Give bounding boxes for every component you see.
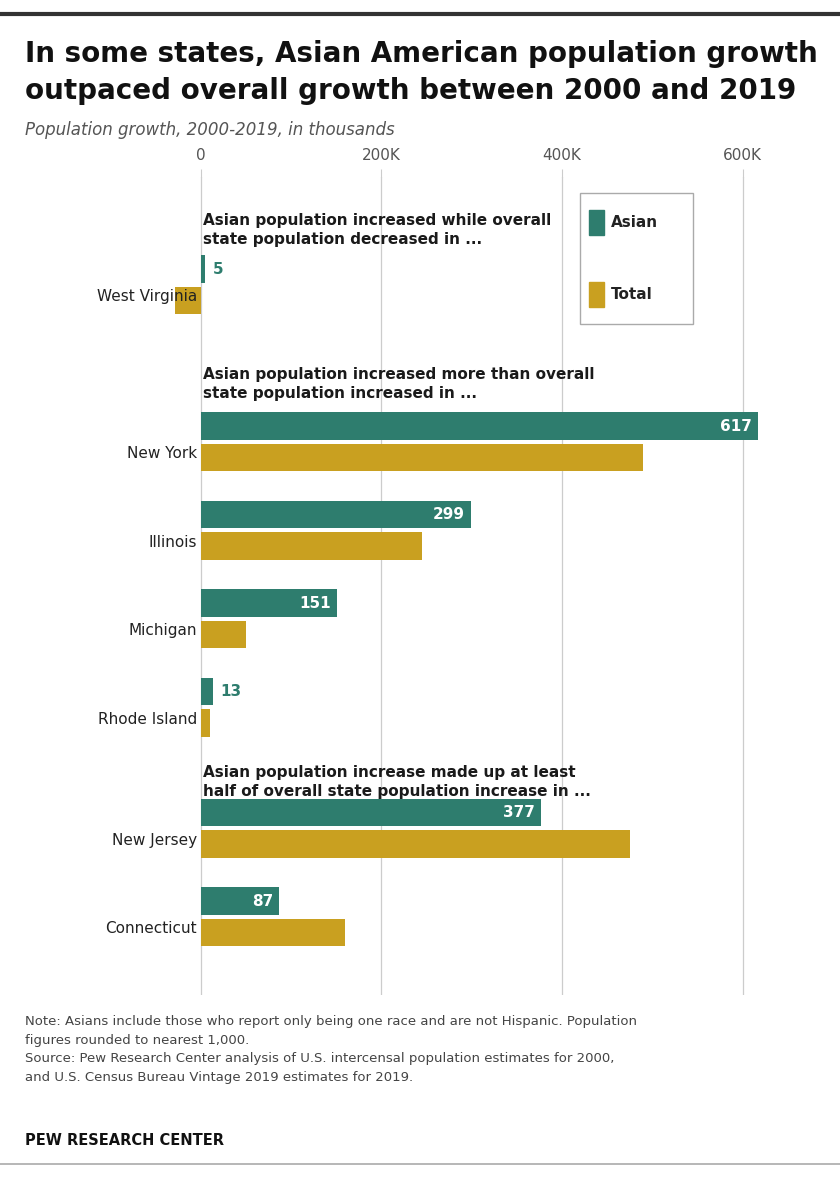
Bar	[175, 286, 201, 315]
Text: Rhode Island: Rhode Island	[98, 712, 197, 727]
Text: In some states, Asian American population growth: In some states, Asian American populatio…	[25, 40, 818, 68]
Bar	[201, 621, 246, 648]
Text: Note: Asians include those who report only being one race and are not Hispanic. : Note: Asians include those who report on…	[25, 1015, 638, 1084]
Text: Total: Total	[611, 287, 653, 302]
Text: Michigan: Michigan	[129, 623, 197, 638]
Bar	[580, 193, 693, 324]
Bar	[201, 444, 643, 471]
Text: West Virginia: West Virginia	[97, 289, 197, 304]
Bar	[589, 283, 605, 307]
Text: New York: New York	[127, 446, 197, 462]
Bar	[201, 412, 758, 441]
Bar	[201, 887, 280, 915]
Bar	[201, 799, 541, 827]
Text: Population growth, 2000-2019, in thousands: Population growth, 2000-2019, in thousan…	[25, 121, 395, 139]
Text: Connecticut: Connecticut	[106, 921, 197, 937]
Text: Asian population increase made up at least
half of overall state population incr: Asian population increase made up at lea…	[202, 765, 591, 799]
Text: New Jersey: New Jersey	[112, 833, 197, 848]
Bar	[201, 256, 205, 283]
Text: Illinois: Illinois	[149, 535, 197, 550]
Text: 13: 13	[220, 684, 241, 699]
Text: 617: 617	[720, 418, 752, 434]
Text: Asian population increased while overall
state population decreased in ...: Asian population increased while overall…	[202, 213, 551, 247]
Bar	[201, 709, 210, 736]
Text: outpaced overall growth between 2000 and 2019: outpaced overall growth between 2000 and…	[25, 77, 796, 105]
Bar	[201, 589, 337, 617]
Bar	[201, 532, 422, 560]
Text: 377: 377	[503, 806, 535, 820]
Text: 299: 299	[433, 508, 465, 522]
Bar	[201, 501, 470, 529]
Text: Asian: Asian	[611, 216, 658, 230]
Text: 151: 151	[299, 596, 331, 610]
Bar	[201, 677, 213, 706]
Text: 5: 5	[213, 262, 223, 277]
Bar	[201, 919, 345, 946]
Text: 87: 87	[252, 894, 273, 908]
Bar	[201, 830, 630, 858]
Text: PEW RESEARCH CENTER: PEW RESEARCH CENTER	[25, 1133, 224, 1149]
Bar	[589, 210, 605, 234]
Text: Asian population increased more than overall
state population increased in ...: Asian population increased more than ove…	[202, 366, 594, 401]
